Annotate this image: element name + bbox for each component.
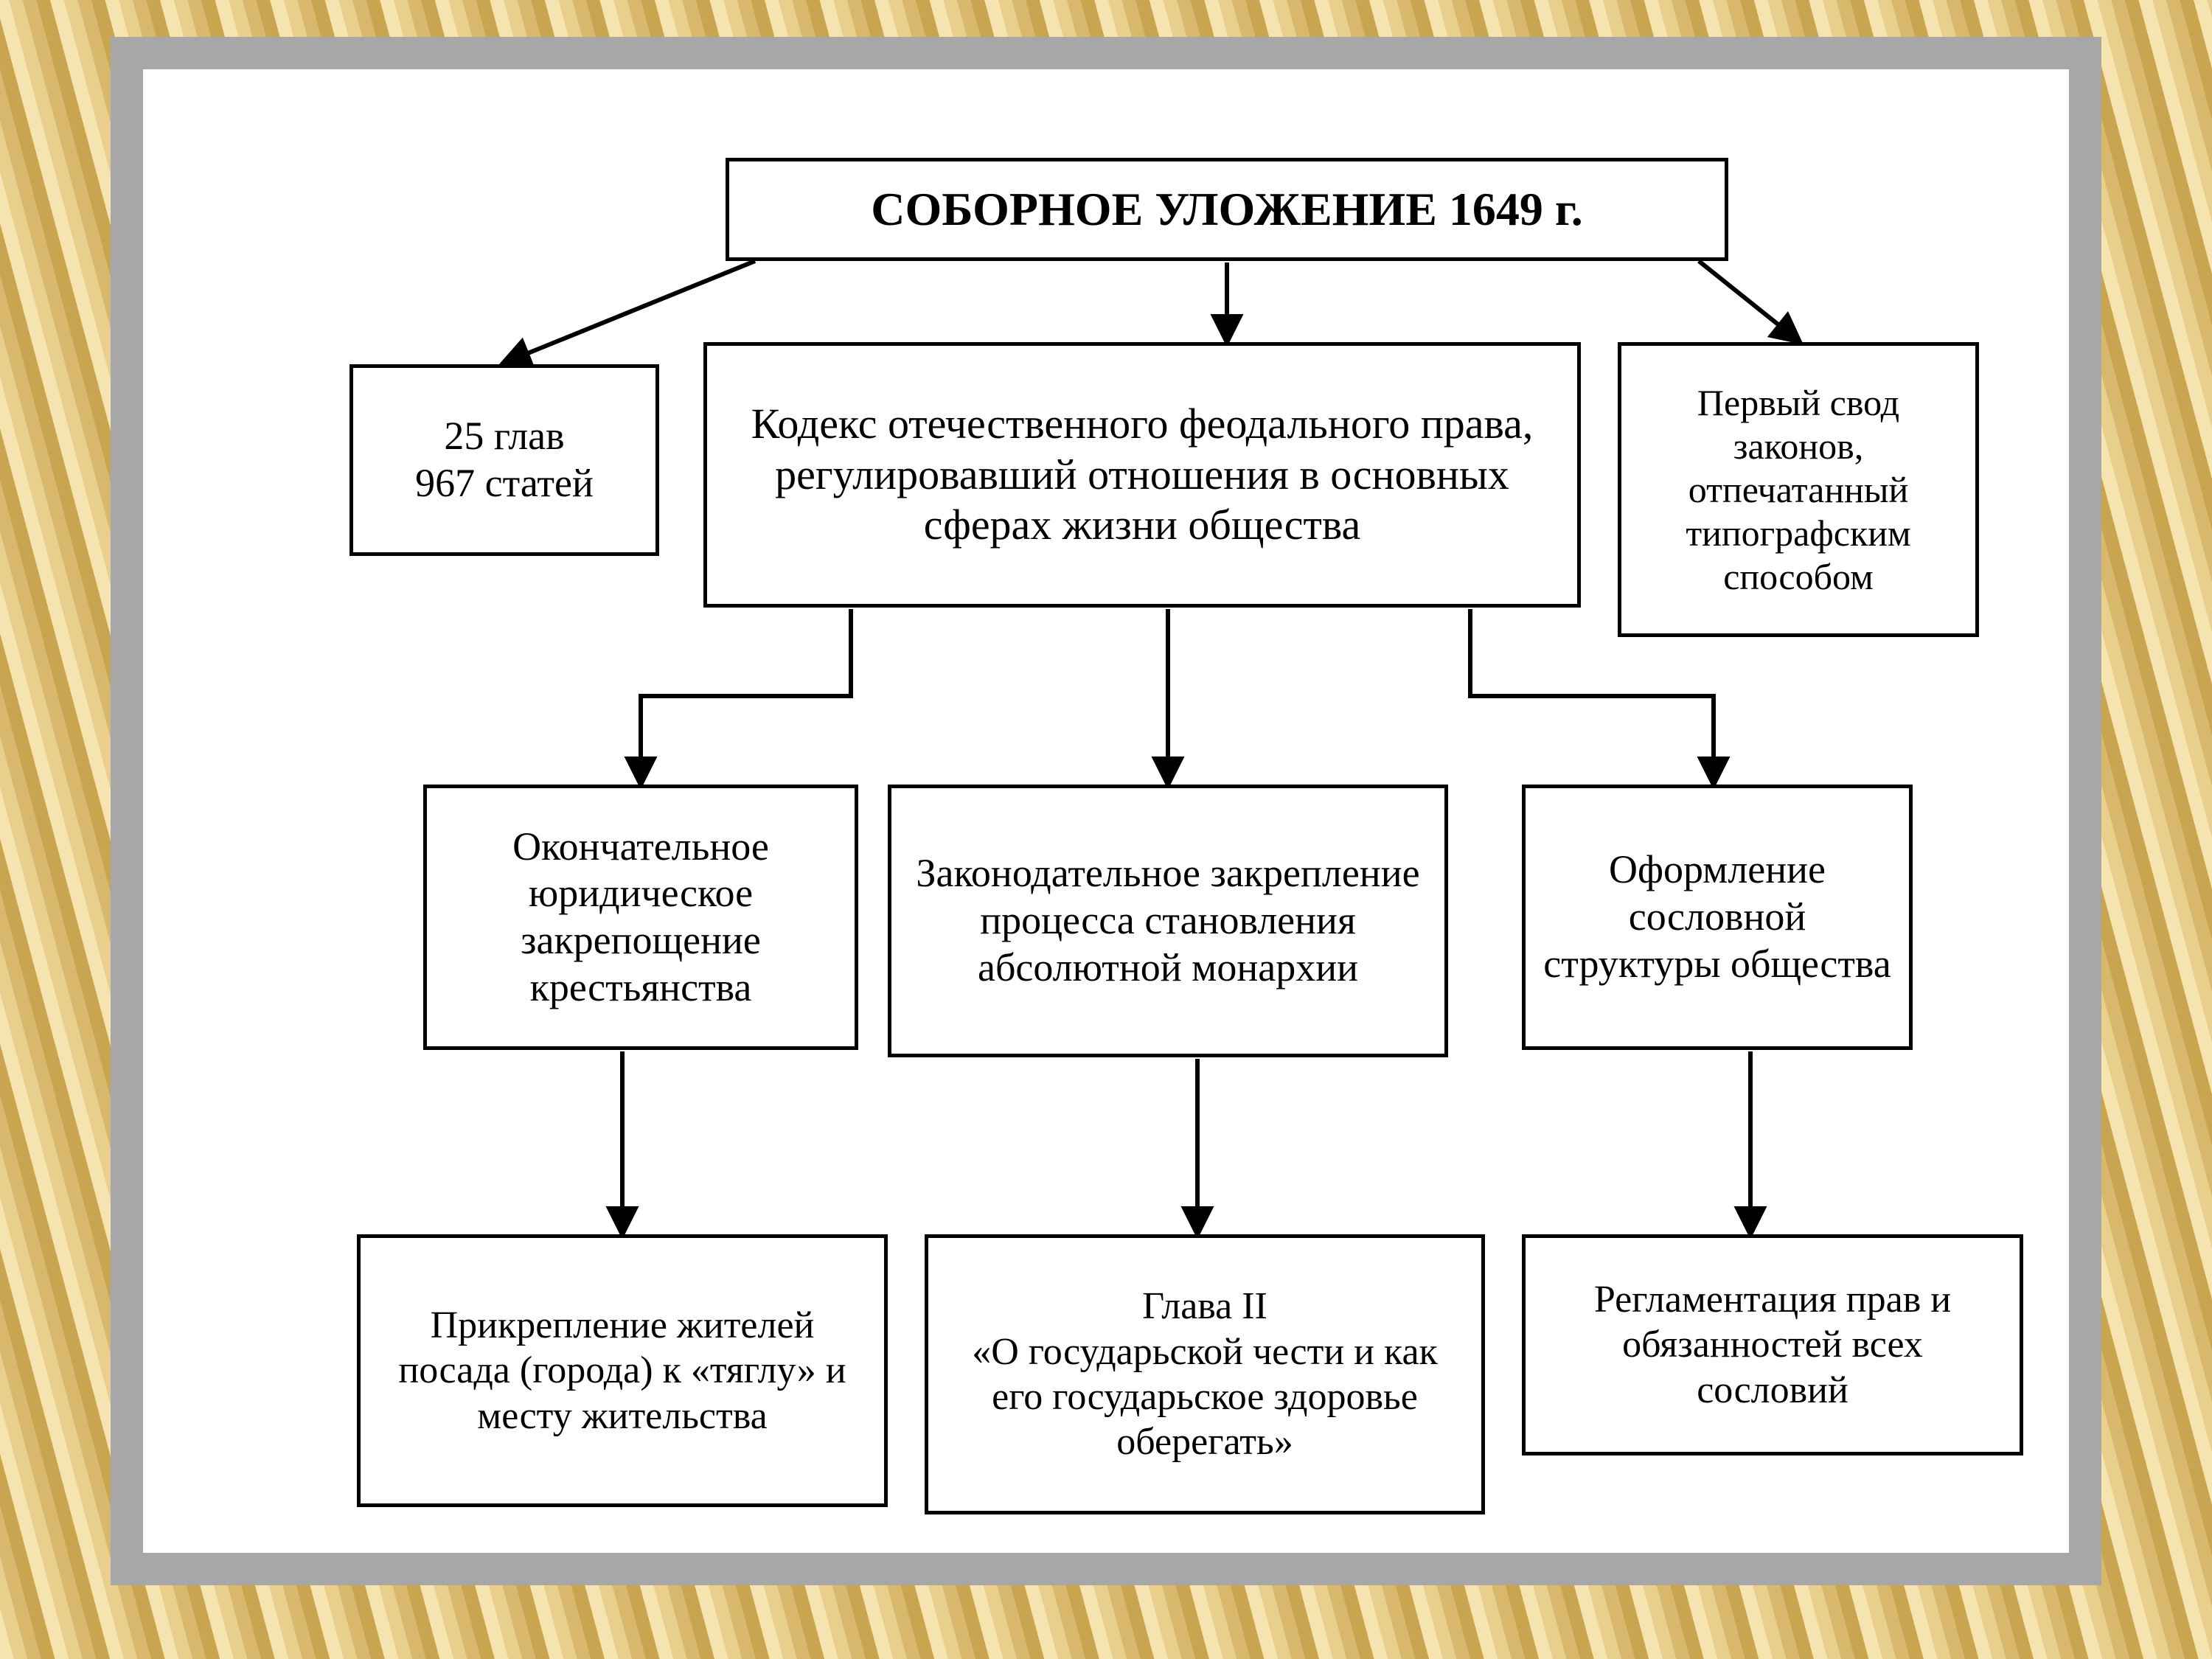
node-b-mid: Глава II «О государьской чести и как его… xyxy=(925,1234,1485,1514)
edge xyxy=(1699,261,1798,341)
node-n-left-text: 25 глав 967 статей xyxy=(415,413,594,507)
node-n-right: Первый свод законов, отпечатанный типогр… xyxy=(1618,342,1979,637)
node-b-right-text: Регламентация прав и обязанностей всех с… xyxy=(1542,1277,2003,1413)
node-b-right: Регламентация прав и обязанностей всех с… xyxy=(1522,1234,2023,1455)
node-n-mid-text: Кодекс отечественного феодального права,… xyxy=(723,399,1561,550)
edge xyxy=(641,609,851,783)
node-m-right: Оформление сословной структуры общества xyxy=(1522,785,1913,1050)
diagram-panel: СОБОРНОЕ УЛОЖЕНИЕ 1649 г. 25 глав 967 ст… xyxy=(111,37,2101,1585)
node-m-right-text: Оформление сословной структуры общества xyxy=(1542,846,1893,987)
node-n-mid: Кодекс отечественного феодального права,… xyxy=(703,342,1581,608)
node-m-mid-text: Законодательное закрепление процесса ста… xyxy=(908,850,1428,991)
node-title-text: СОБОРНОЕ УЛОЖЕНИЕ 1649 г. xyxy=(871,181,1582,237)
node-n-right-text: Первый свод законов, отпечатанный типогр… xyxy=(1638,381,1959,599)
node-m-left-text: Окончательное юридическое закрепощение к… xyxy=(443,824,838,1012)
node-n-left: 25 глав 967 статей xyxy=(349,364,659,556)
node-m-mid: Законодательное закрепление процесса ста… xyxy=(888,785,1448,1057)
node-title: СОБОРНОЕ УЛОЖЕНИЕ 1649 г. xyxy=(726,158,1728,261)
node-b-mid-text: Глава II «О государьской чести и как его… xyxy=(945,1284,1465,1464)
node-b-left-text: Прикрепление жителей посада (города) к «… xyxy=(377,1303,868,1439)
node-m-left: Окончательное юридическое закрепощение к… xyxy=(423,785,858,1050)
node-b-left: Прикрепление жителей посада (города) к «… xyxy=(357,1234,888,1507)
